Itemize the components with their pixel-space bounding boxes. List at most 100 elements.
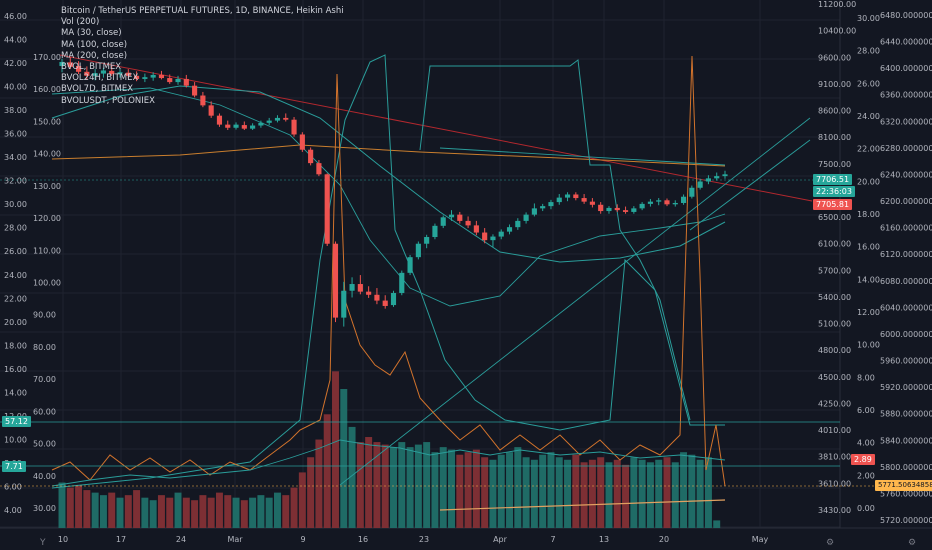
last-price-tag: 7706.51: [813, 174, 853, 185]
axis3-tick-label: 7500.00: [818, 160, 851, 169]
axis2-tick-label: 60.00: [33, 407, 56, 416]
volume-bar: [688, 454, 696, 528]
x-tick-label: 13: [599, 535, 609, 544]
axis3-tick-label: 9600.00: [818, 53, 851, 62]
candle-body: [531, 208, 537, 215]
volume-bar: [191, 500, 199, 528]
axis1-tick-label: 18.00: [4, 341, 27, 350]
legend-item[interactable]: Vol (200): [61, 17, 100, 28]
volume-bar: [448, 449, 455, 528]
axis2-tick-label: 110.00: [33, 246, 61, 255]
axis1-tick-label: 34.00: [4, 153, 27, 162]
corner-y-label[interactable]: Y: [40, 538, 46, 548]
legend-item[interactable]: BVOL7D, BITMEX: [61, 84, 134, 95]
candle-body: [697, 181, 703, 188]
axis4-tick-label: 20.00: [857, 177, 880, 186]
axis3-tick-label: 4250.00: [818, 399, 851, 408]
candle-body: [664, 200, 670, 205]
axis5-tick-label: 6040.00000000: [880, 303, 932, 312]
channel-line: [439, 147, 726, 166]
candle-body: [349, 284, 355, 291]
candle-body: [150, 74, 156, 78]
volume-bar: [207, 497, 215, 528]
axis3-tick-label: 6500.00: [818, 213, 851, 222]
legend-item[interactable]: MA (200, close): [61, 50, 128, 61]
chart-legend: Bitcoin / TetherUS PERPETUAL FUTURES, 1D…: [61, 6, 344, 107]
x-tick-label: 9: [300, 535, 305, 544]
volume-bar: [307, 457, 315, 528]
volume-bar: [497, 454, 505, 528]
volume-bar: [696, 459, 704, 528]
axis4-tick-label: 18.00: [857, 210, 880, 219]
ma-100-line: [51, 85, 726, 263]
volume-bar: [588, 459, 596, 528]
volume-bar: [174, 492, 182, 528]
axis2-tick-label: 50.00: [33, 440, 56, 449]
axis5-tick-label: 6160.00000000: [880, 224, 932, 233]
axis1-tick-label: 22.00: [4, 294, 27, 303]
settings-icon[interactable]: ⚙: [908, 538, 917, 548]
volume-bar: [605, 462, 613, 528]
volume-bar: [265, 497, 273, 528]
candle-body: [440, 217, 446, 226]
candle-body: [167, 78, 173, 83]
axis1-tick-label: 42.00: [4, 59, 27, 68]
x-tick-label: 10: [58, 535, 68, 544]
candle-body: [581, 198, 587, 202]
channel-line: [689, 139, 811, 231]
candle-body: [283, 117, 289, 120]
axis5-tick-label: 6080.00000000: [880, 277, 932, 286]
candle-body: [183, 78, 189, 86]
axis5-tick-label: 6480.00000000: [880, 11, 932, 20]
volume-bar: [622, 464, 630, 528]
volume-bar: [315, 439, 323, 528]
candle-body: [241, 125, 247, 129]
legend-item[interactable]: MA (30, close): [61, 28, 122, 39]
settings-icon[interactable]: ⚙: [826, 538, 835, 548]
candle-body: [291, 119, 297, 135]
legend-item[interactable]: BVOLUSDT, POLONIEX: [61, 95, 155, 106]
candle-body: [631, 208, 637, 212]
volume-bar: [356, 442, 364, 528]
candle-body: [689, 187, 695, 197]
candle-body: [374, 294, 380, 301]
legend-item[interactable]: MA (100, close): [61, 39, 128, 50]
legend-title[interactable]: Bitcoin / TetherUS PERPETUAL FUTURES, 1D…: [61, 6, 344, 16]
axis4-tick-label: 16.00: [857, 243, 880, 252]
axis2-tick-label: 100.00: [33, 279, 61, 288]
volume-bar: [597, 457, 605, 528]
axis3-tick-label: 8100.00: [818, 133, 851, 142]
x-tick-label: Mar: [227, 535, 243, 544]
ma-30-line: [51, 87, 726, 307]
candle-body: [473, 225, 479, 233]
legend-item[interactable]: BVOL24H, BITMEX: [61, 73, 139, 84]
axis2-tick-label: 120.00: [33, 214, 61, 223]
candle-body: [158, 74, 165, 79]
volume-bar: [671, 462, 679, 528]
axis1-tick-label: 6.00: [4, 482, 22, 491]
volume-bar: [215, 492, 223, 528]
volume-bar: [373, 442, 381, 528]
left-teal-tag: 57.12: [2, 416, 31, 427]
candle-body: [192, 85, 198, 96]
axis2-tick-label: 170.00: [33, 53, 61, 62]
candle-body: [142, 77, 148, 79]
ma-200-line: [51, 144, 726, 167]
volume-bar: [680, 452, 688, 528]
candle-body: [656, 200, 662, 202]
volume-bar: [232, 497, 240, 528]
volume-bar: [390, 447, 397, 528]
axis3-tick-label: 6100.00: [818, 240, 851, 249]
legend-item[interactable]: BVOL, BITMEX: [61, 62, 122, 73]
candle-body: [100, 70, 107, 74]
volume-bar: [472, 449, 480, 528]
volume-bar: [58, 482, 66, 528]
axis4-tick-label: 0.00: [857, 504, 875, 513]
axis1-tick-label: 20.00: [4, 318, 27, 327]
candle-body: [672, 202, 678, 205]
candle-body: [482, 232, 488, 241]
axis5-tick-label: 5920.00000000: [880, 383, 932, 392]
axis1-tick-label: 44.00: [4, 36, 27, 45]
